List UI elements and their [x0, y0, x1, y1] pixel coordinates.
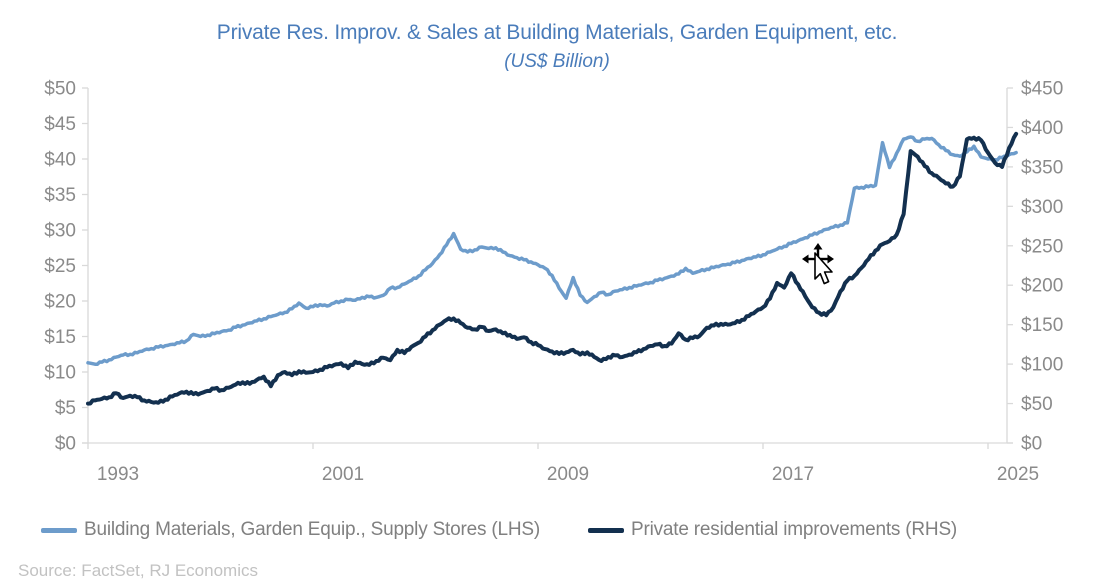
y-axis-left-label: $45 [44, 114, 76, 135]
legend: Building Materials, Garden Equip., Suppl… [41, 516, 1081, 544]
y-axis-left-label: $30 [44, 221, 76, 242]
y-axis-right-label: $400 [1021, 118, 1063, 139]
legend-label-building-materials: Building Materials, Garden Equip., Suppl… [84, 519, 540, 540]
x-axis-label: 1993 [97, 464, 139, 485]
y-axis-right-label: $250 [1021, 236, 1063, 257]
chart-plot-area[interactable]: $50 $45 $40 $35 $30 $25 $20 $15 $10 $5 $0 $450 $400 $… [0, 0, 1114, 510]
legend-item-building-materials: Building Materials, Garden Equip., Suppl… [41, 519, 540, 541]
y-axis-left-label: $5 [55, 398, 76, 419]
chart-subtitle: (US$ Billion) [504, 51, 610, 72]
chart-title: Private Res. Improv. & Sales at Building… [216, 21, 898, 44]
y-axis-left-label: $20 [44, 292, 76, 313]
y-axis-right-label: $100 [1021, 355, 1063, 376]
y-axis-left-label: $25 [44, 256, 76, 277]
x-axis-label: 2001 [322, 464, 364, 485]
y-axis-right-label: $50 [1021, 394, 1053, 415]
source-note: Source: FactSet, RJ Economics [18, 561, 258, 580]
y-axis-right-label: $350 [1021, 157, 1063, 178]
y-axis-left-label: $10 [44, 363, 76, 384]
y-axis-left-label: $50 [44, 79, 76, 100]
y-axis-right-label: $300 [1021, 197, 1063, 218]
series-line-private-residential-improvements [86, 131, 1019, 406]
y-axis-right-label: $0 [1021, 434, 1042, 455]
y-axis-right-label: $450 [1021, 79, 1063, 100]
y-axis-left-label: $15 [44, 327, 76, 348]
y-axis-left-label: $0 [55, 434, 76, 455]
y-axis-left-label: $35 [44, 185, 76, 206]
legend-item-private-res-improvements: Private residential improvements (RHS) [587, 519, 958, 541]
y-axis-right-label: $200 [1021, 276, 1063, 297]
x-axis-label: 2025 [997, 464, 1039, 485]
legend-swatch-blue-line [41, 527, 77, 533]
chart-title-block: Private Res. Improv. & Sales at Building… [0, 21, 1114, 73]
series-line-building-materials [86, 135, 1018, 366]
y-axis-left-label: $40 [44, 150, 76, 171]
y-axis-right-label: $150 [1021, 315, 1063, 336]
x-axis-label: 2009 [547, 464, 589, 485]
x-axis-label: 2017 [772, 464, 814, 485]
legend-label-private-res-improvements: Private residential improvements (RHS) [630, 519, 958, 540]
legend-swatch-navy-line [587, 527, 624, 533]
